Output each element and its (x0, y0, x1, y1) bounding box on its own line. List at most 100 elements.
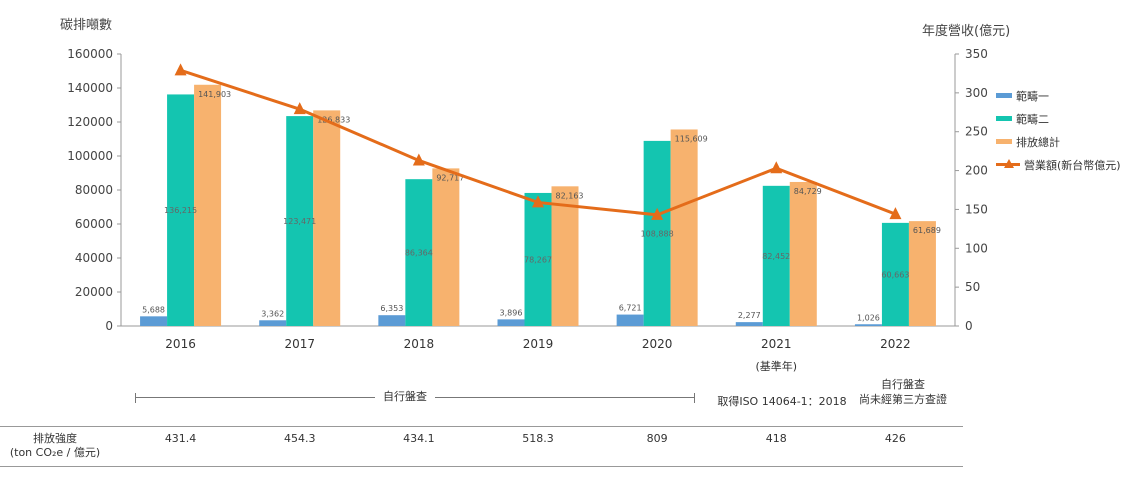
bar-total (789, 181, 817, 326)
right-tick-label: 250 (965, 125, 988, 139)
bracket-right-tick (694, 393, 695, 403)
data-label-scope1: 2,277 (738, 311, 761, 320)
data-label-scope1: 6,353 (380, 304, 403, 313)
legend-item-revenue: 營業額(新台幣億元) (996, 153, 1121, 176)
x-tick-label: 2016 (165, 337, 196, 351)
left-tick-label: 20000 (75, 285, 113, 299)
left-tick-label: 60000 (75, 217, 113, 231)
total-swatch (996, 139, 1012, 144)
right-tick-label: 0 (965, 319, 973, 333)
data-label-total: 92,717 (436, 173, 464, 182)
bar-total (551, 186, 579, 326)
bar-scope2 (643, 140, 671, 326)
legend: 範疇一 範疇二 排放總計 營業額(新台幣億元) (996, 84, 1121, 176)
revenue-marker (770, 161, 783, 174)
left-tick-label: 40000 (75, 251, 113, 265)
intensity-value: 418 (765, 432, 787, 445)
legend-item-total: 排放總計 (996, 130, 1121, 153)
data-label-scope1: 6,721 (619, 304, 642, 313)
data-label-scope1: 3,362 (261, 309, 284, 318)
note-2022-line2: 尚未經第三方查證 (859, 393, 947, 406)
intensity-value: 426 (884, 432, 906, 445)
intensity-value: 518.3 (522, 432, 554, 445)
revenue-marker (651, 207, 664, 220)
bar-total (908, 221, 936, 326)
bar-scope2 (286, 116, 314, 326)
data-label-scope2: 60,663 (881, 270, 909, 279)
intensity-value: 431.4 (164, 432, 197, 445)
data-label-scope2: 123,471 (283, 217, 316, 226)
legend-label-total: 排放總計 (1016, 135, 1060, 149)
x-tick-label: 2019 (523, 337, 554, 351)
left-tick-label: 80000 (75, 183, 113, 197)
data-label-scope2: 86,364 (405, 249, 433, 258)
bar-scope2 (881, 222, 909, 326)
revenue-marker (174, 63, 187, 76)
right-axis-title: 年度營收(億元) (922, 24, 1011, 39)
revenue-marker (532, 195, 544, 208)
right-tick-label: 100 (965, 241, 988, 255)
intensity-label-line1: 排放強度 (33, 432, 77, 445)
right-tick-label: 150 (965, 202, 988, 216)
revenue-swatch (996, 159, 1020, 168)
right-tick-label: 300 (965, 86, 988, 100)
data-label-scope2: 82,452 (762, 252, 790, 261)
revenue-marker (889, 207, 902, 220)
data-label-total: 82,163 (556, 191, 584, 200)
data-label-total: 141,903 (198, 90, 231, 99)
data-label-total: 115,609 (675, 134, 708, 143)
bar-scope1 (140, 316, 168, 326)
data-label-scope1: 3,896 (500, 308, 523, 317)
legend-item-scope1: 範疇一 (996, 84, 1121, 107)
data-label-scope2: 108,888 (641, 229, 674, 238)
x-tick-label: 2021 (761, 337, 792, 351)
bracket-left-tick (135, 393, 136, 403)
bar-scope1 (854, 324, 882, 326)
bar-total (194, 84, 222, 327)
x-tick-label: 2020 (642, 337, 673, 351)
data-label-scope1: 1,026 (857, 313, 880, 322)
intensity-label-line2: (ton CO₂e / 億元) (9, 446, 101, 459)
bar-total (313, 110, 341, 326)
intensity-value: 809 (646, 432, 668, 445)
left-tick-label: 0 (105, 319, 113, 333)
bar-total (670, 129, 698, 326)
legend-item-scope2: 範疇二 (996, 107, 1121, 130)
x-tick-label: 2017 (284, 337, 315, 351)
table-top-rule (0, 426, 963, 427)
data-label-scope2: 78,267 (524, 255, 552, 264)
bar-scope2 (524, 192, 552, 326)
bar-scope1 (616, 314, 644, 326)
iso-note: 取得ISO 14064-1：2018 (717, 395, 847, 408)
note-2022: 自行盤查 尚未經第三方查證 (848, 377, 958, 407)
bar-scope2 (167, 94, 195, 326)
table-bottom-rule (0, 466, 963, 467)
right-tick-label: 50 (965, 280, 980, 294)
left-axis-title: 碳排噸數 (60, 18, 113, 33)
left-tick-label: 120000 (67, 115, 113, 129)
scope2-swatch (996, 116, 1012, 121)
x-tick-sublabel: (基準年) (755, 359, 797, 373)
intensity-label: 排放強度 (ton CO₂e / 億元) (0, 432, 110, 460)
data-label-scope1: 5,688 (142, 305, 165, 314)
left-tick-label: 100000 (67, 149, 113, 163)
legend-label-scope2: 範疇二 (1016, 112, 1049, 126)
intensity-value: 454.3 (283, 432, 316, 445)
data-label-scope2: 136,215 (164, 206, 197, 215)
intensity-value: 434.1 (403, 432, 435, 445)
bar-scope1 (497, 319, 525, 326)
data-label-total: 84,729 (794, 187, 822, 196)
legend-label-scope1: 範疇一 (1016, 89, 1049, 103)
legend-label-revenue: 營業額(新台幣億元) (1024, 158, 1121, 172)
data-label-total: 126,833 (317, 115, 350, 124)
bracket-label: 自行盤查 (375, 388, 435, 404)
bar-scope1 (259, 320, 287, 326)
left-tick-label: 140000 (67, 81, 113, 95)
x-tick-label: 2018 (404, 337, 435, 351)
x-tick-label: 2022 (880, 337, 911, 351)
bar-total (432, 168, 460, 326)
scope1-swatch (996, 93, 1012, 98)
bar-scope1 (378, 315, 406, 326)
self-inventory-bracket: 自行盤查 (135, 388, 695, 404)
